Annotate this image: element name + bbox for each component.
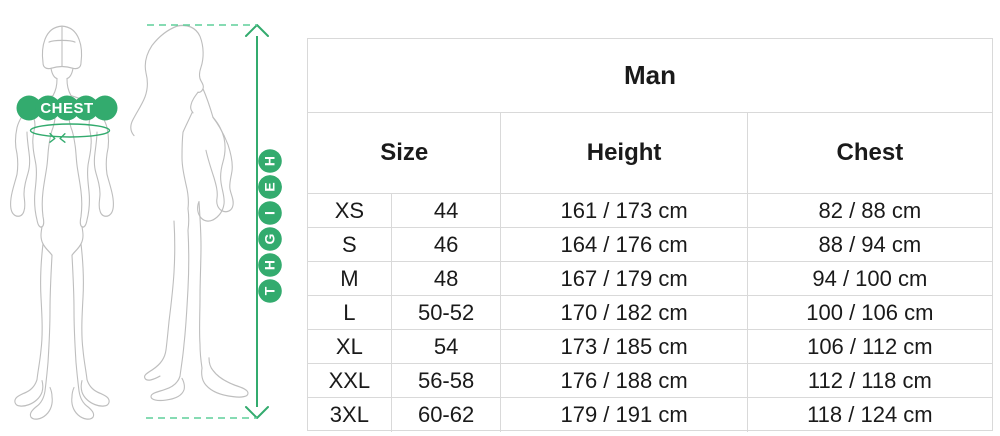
svg-text:H: H <box>262 260 278 270</box>
svg-text:E: E <box>262 182 278 191</box>
svg-text:T: T <box>262 286 278 295</box>
svg-text:CHEST: CHEST <box>40 100 93 117</box>
svg-text:H: H <box>262 156 278 166</box>
svg-text:G: G <box>262 233 278 244</box>
svg-text:I: I <box>262 211 278 215</box>
